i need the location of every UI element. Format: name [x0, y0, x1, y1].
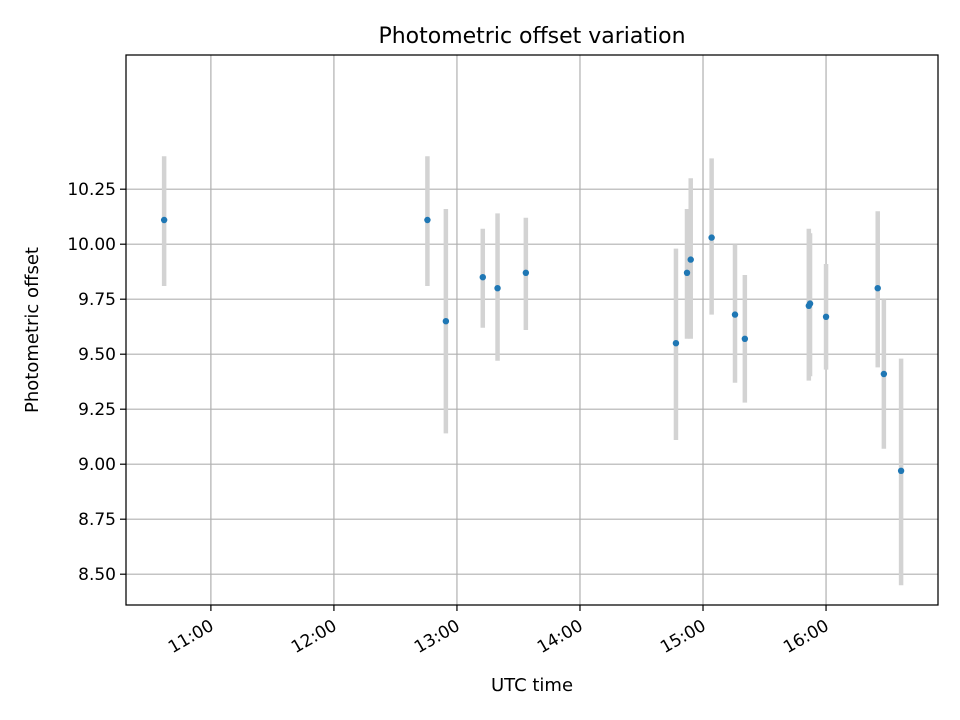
- x-tick-label: 12:00: [288, 616, 340, 658]
- data-point: [731, 311, 739, 318]
- axis-ticks: 11:00 12:00 13:00 14:00 15:00 16:00 8.50 8.75 9.…: [67, 180, 832, 658]
- data-point: [741, 335, 749, 342]
- data-point: [880, 370, 888, 378]
- data-point: [424, 216, 431, 224]
- y-tick-label: 9.75: [78, 290, 116, 310]
- grid-lines: [126, 55, 938, 605]
- y-tick-label: 8.50: [78, 565, 116, 585]
- data-point: [806, 300, 814, 307]
- y-tick-label: 9.25: [78, 400, 116, 420]
- y-tick-label: 8.75: [78, 510, 116, 530]
- y-axis-label: Photometric offset: [22, 247, 43, 413]
- data-point: [494, 285, 501, 292]
- data-point: [479, 274, 486, 281]
- y-tick-label: 9.00: [78, 455, 116, 475]
- data-point: [708, 234, 715, 241]
- x-tick-label: 13:00: [411, 616, 463, 658]
- error-bars: [161, 156, 904, 586]
- data-point: [822, 313, 830, 320]
- y-tick-label: 9.50: [78, 345, 116, 365]
- data-point: [687, 256, 694, 263]
- data-point: [522, 269, 530, 276]
- data-point: [683, 269, 691, 276]
- y-tick-label: 10.00: [67, 235, 116, 255]
- data-point: [160, 216, 168, 224]
- x-axis-label: UTC time: [491, 675, 573, 696]
- chart-title: Photometric offset variation: [378, 24, 685, 49]
- x-tick-label: 16:00: [780, 616, 832, 658]
- data-point: [897, 467, 905, 474]
- data-points: [160, 216, 905, 474]
- x-tick-label: 11:00: [165, 616, 217, 658]
- x-tick-label: 15:00: [657, 616, 709, 658]
- x-tick-label: 14:00: [534, 616, 586, 658]
- data-point: [672, 340, 680, 347]
- data-point: [442, 318, 450, 325]
- plot-area-frame: [125, 54, 939, 606]
- y-tick-label: 10.25: [67, 180, 116, 200]
- data-point: [874, 285, 881, 292]
